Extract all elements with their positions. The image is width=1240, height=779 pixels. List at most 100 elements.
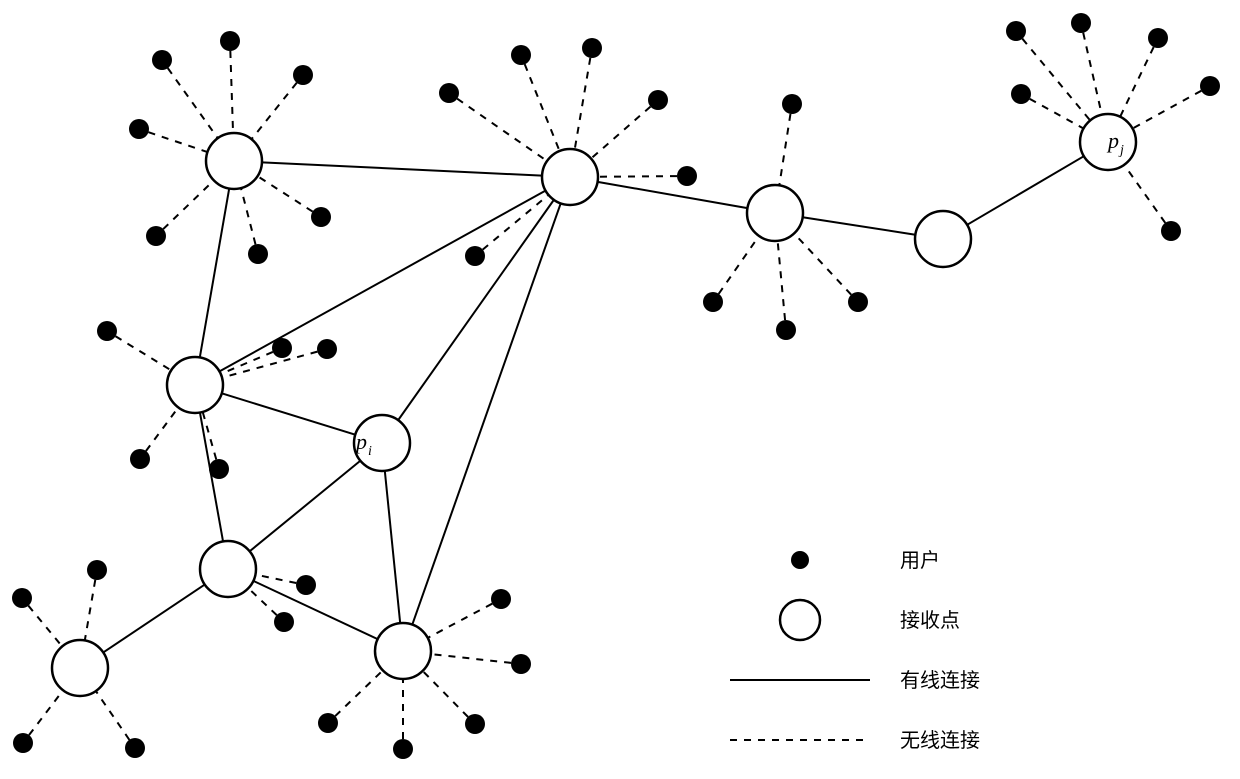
- edge-wireless: [1030, 99, 1084, 129]
- user-node: [1161, 221, 1181, 241]
- user-node: [703, 292, 723, 312]
- edge-wireless: [248, 588, 276, 615]
- legend-label: 有线连接: [900, 669, 980, 692]
- user-node: [511, 654, 531, 674]
- edge-wireless: [252, 83, 297, 139]
- edge-wireless: [241, 188, 256, 244]
- edge-wireless: [1083, 33, 1102, 115]
- user-node: [152, 50, 172, 70]
- edge-wireless: [222, 352, 317, 378]
- labels: pjpi: [354, 128, 1124, 459]
- user-node: [293, 65, 313, 85]
- edge-wireless: [1022, 39, 1090, 121]
- user-node: [248, 244, 268, 264]
- user-node: [439, 83, 459, 103]
- user-node: [848, 292, 868, 312]
- user-node: [1006, 21, 1026, 41]
- user-node: [317, 339, 337, 359]
- edge-wired: [200, 189, 229, 358]
- edge-wired: [398, 200, 554, 420]
- edge-wired: [385, 471, 400, 623]
- legend: 用户接收点有线连接无线连接: [730, 549, 980, 752]
- edge-wired: [803, 217, 916, 234]
- edge-wireless: [719, 236, 759, 294]
- edge-wireless: [163, 180, 214, 229]
- user-node: [220, 31, 240, 51]
- legend-label: 接收点: [900, 609, 960, 632]
- edge-wireless: [794, 233, 851, 294]
- user-node: [393, 739, 413, 759]
- edge-wireless: [779, 114, 790, 185]
- ap-node: [747, 185, 803, 241]
- legend-user-icon: [791, 551, 809, 569]
- user-node: [13, 733, 33, 753]
- user-node: [296, 575, 316, 595]
- user-node: [776, 320, 796, 340]
- user-node: [87, 560, 107, 580]
- user-node: [274, 612, 294, 632]
- edge-wireless: [778, 241, 785, 320]
- edge-wireless: [457, 99, 547, 161]
- edge-wired: [262, 162, 542, 175]
- edge-wired: [222, 393, 356, 434]
- ap-node: [167, 357, 223, 413]
- edge-wireless: [335, 670, 383, 716]
- user-node: [125, 738, 145, 758]
- legend-label: 无线连接: [900, 729, 980, 752]
- user-node: [12, 588, 32, 608]
- user-node: [465, 246, 485, 266]
- edge-wireless: [431, 654, 511, 663]
- edge-wired: [412, 203, 560, 624]
- edge-wireless: [85, 580, 96, 641]
- ap-node: [915, 211, 971, 267]
- user-node: [465, 714, 485, 734]
- edge-wired: [967, 156, 1084, 225]
- user-node: [1200, 76, 1220, 96]
- ap-nodes: [52, 114, 1136, 696]
- user-node: [1011, 84, 1031, 104]
- ap-node: [375, 623, 431, 679]
- edge-wireless: [255, 575, 296, 583]
- edge-wireless: [96, 691, 129, 740]
- legend-label: 用户: [900, 549, 940, 572]
- edge-wireless: [428, 604, 492, 638]
- user-node: [311, 207, 331, 227]
- legend-ap-icon: [780, 600, 820, 640]
- user-node: [209, 459, 229, 479]
- user-node: [130, 449, 150, 469]
- user-node: [648, 90, 668, 110]
- ap-node: [200, 541, 256, 597]
- ap-node: [206, 133, 262, 189]
- edge-wireless: [28, 606, 62, 647]
- user-node: [582, 38, 602, 58]
- user-node: [318, 713, 338, 733]
- user-node: [1148, 28, 1168, 48]
- user-node: [97, 321, 117, 341]
- edge-wired: [250, 461, 361, 552]
- edge-wireless: [29, 690, 63, 735]
- edge-wired: [598, 182, 748, 208]
- ap-node: [52, 640, 108, 696]
- ap-node: [542, 149, 598, 205]
- user-node: [511, 45, 531, 65]
- edge-wireless: [525, 64, 560, 151]
- edge-wireless: [168, 68, 218, 138]
- edge-wireless: [598, 176, 677, 177]
- user-node: [129, 119, 149, 139]
- edge-wireless: [575, 58, 591, 150]
- edge-wireless: [1124, 165, 1165, 223]
- edge-wireless: [258, 176, 313, 211]
- user-node: [782, 94, 802, 114]
- user-node: [272, 338, 292, 358]
- edge-wireless: [230, 51, 233, 133]
- edge-wireless: [1120, 47, 1154, 117]
- user-node: [491, 589, 511, 609]
- edge-wireless: [116, 336, 172, 370]
- user-node: [677, 166, 697, 186]
- user-node: [1071, 13, 1091, 33]
- edge-wireless: [423, 671, 468, 717]
- edge-wireless: [1133, 91, 1202, 129]
- edge-wired: [103, 585, 204, 653]
- edge-wireless: [591, 107, 650, 159]
- user-node: [146, 226, 166, 246]
